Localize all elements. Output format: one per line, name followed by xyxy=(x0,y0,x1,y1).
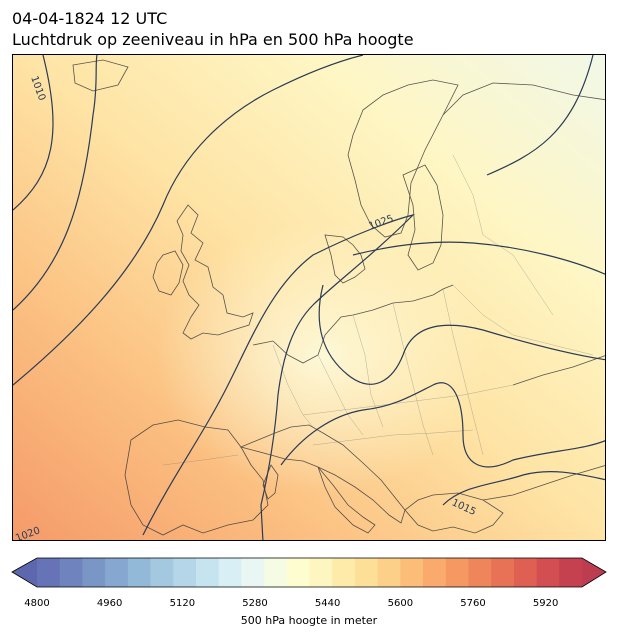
colorbar-segment xyxy=(445,558,470,587)
colorbar-segment xyxy=(127,558,152,587)
colorbar-segment xyxy=(559,558,583,587)
colorbar-tick-label: 4800 xyxy=(24,598,50,609)
colorbar-segment xyxy=(195,558,220,587)
map-datetime-title: 04-04-1824 12 UTC xyxy=(12,9,168,28)
isobar-east-sweep xyxy=(352,241,605,275)
colorbar-tick-label: 5120 xyxy=(169,598,196,609)
isobar-1010-west xyxy=(13,55,54,211)
colorbar-outline xyxy=(11,557,607,588)
colorbar-segment xyxy=(37,558,61,587)
isobar-1015 xyxy=(13,55,98,311)
colorbar-segment xyxy=(468,558,492,587)
colorbar-tick-label: 5760 xyxy=(460,598,486,609)
colorbar-segment xyxy=(82,558,106,587)
isobar-1025-east xyxy=(318,284,605,385)
map-subtitle: Luchtdruk op zeeniveau in hPa en 500 hPa… xyxy=(12,30,414,49)
colorbar-segment xyxy=(150,558,174,587)
ridge-highlight xyxy=(13,55,605,540)
colorbar-segment xyxy=(59,558,84,587)
isobars xyxy=(13,55,605,540)
colorbar-segment xyxy=(377,558,401,587)
isobar-1025-south xyxy=(280,382,605,468)
country-borders xyxy=(162,154,594,466)
colorbar-segment xyxy=(354,558,379,587)
colorbar-segment xyxy=(309,558,333,587)
isobar-south-loop xyxy=(442,471,605,506)
colorbar-segment xyxy=(491,558,515,587)
colorbar-segment xyxy=(105,558,129,587)
colorbar-segment xyxy=(423,558,447,587)
isobar-1020-west xyxy=(13,55,364,386)
colorbar-tick-label: 5280 xyxy=(242,598,268,609)
colorbar xyxy=(11,557,607,588)
weather-map: 1010 1025 1015 1020 xyxy=(12,54,606,541)
colorbar-tick-label: 5600 xyxy=(387,598,414,609)
colorbar-segment xyxy=(264,558,288,587)
colorbar-segment xyxy=(241,558,265,587)
colorbar-segment xyxy=(332,558,356,587)
colorbar-tick-label: 5440 xyxy=(314,598,341,609)
colorbar-min-extend xyxy=(12,558,37,587)
colorbar-segment xyxy=(286,558,311,587)
colorbar-tick-label: 5920 xyxy=(532,598,559,609)
colorbar-max-extend xyxy=(582,558,606,587)
colorbar-segment xyxy=(513,558,538,587)
isobar-1025 xyxy=(142,213,415,540)
colorbar-segment xyxy=(536,558,560,587)
colorbar-segment xyxy=(173,558,197,587)
colorbar-segment xyxy=(218,558,242,587)
colorbar-tick-label: 4960 xyxy=(96,598,123,609)
colorbar-segment xyxy=(400,558,424,587)
isobar-1020-northeast xyxy=(486,55,594,176)
colorbar-label: 500 hPa hoogte in meter xyxy=(240,614,378,627)
coastlines xyxy=(72,59,605,536)
